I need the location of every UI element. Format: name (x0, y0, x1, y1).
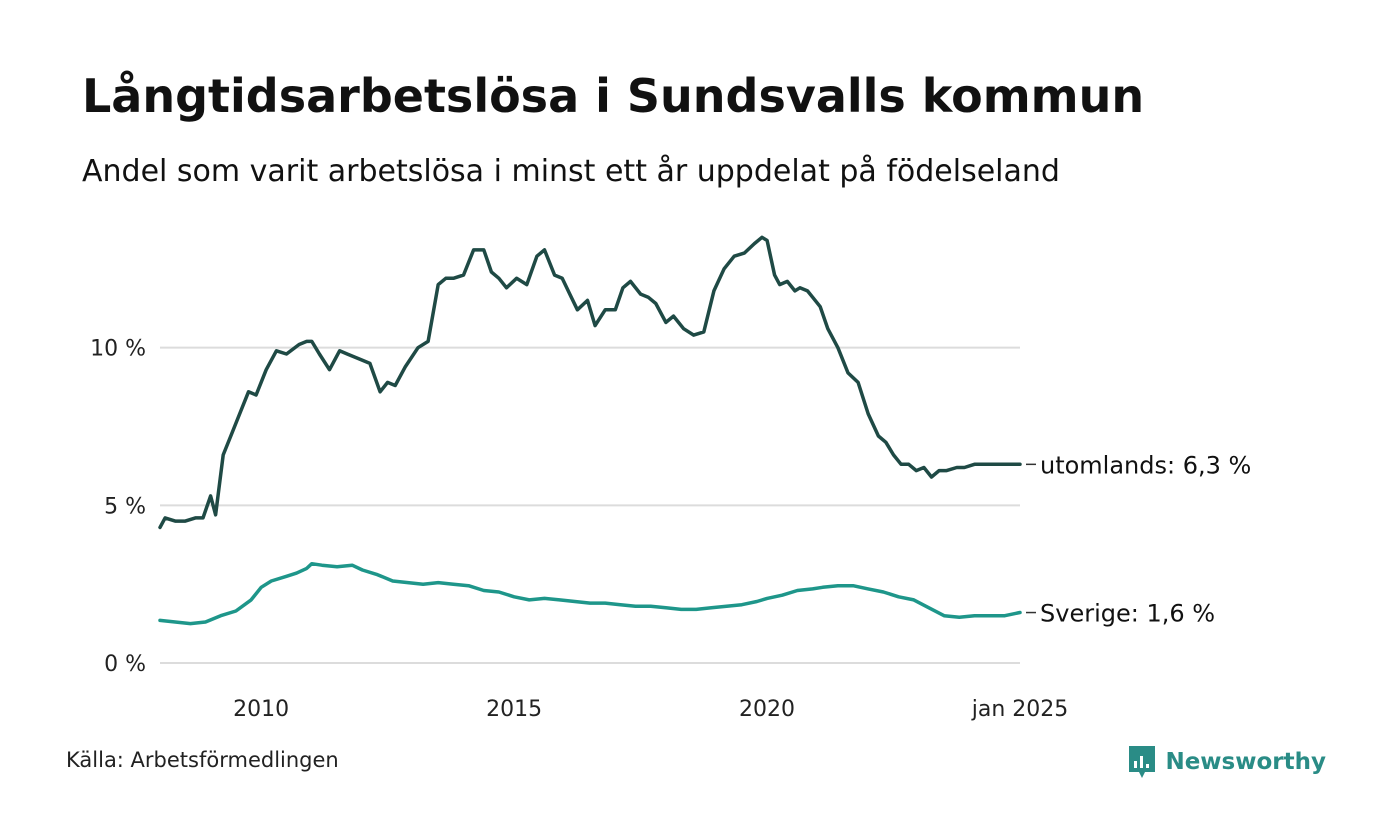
end-label-sverige: Sverige: 1,6 % (1040, 600, 1215, 628)
newsworthy-logo-icon (1129, 746, 1156, 778)
brand-logo[interactable]: Newsworthy (1127, 744, 1326, 780)
source-note: Källa: Arbetsförmedlingen (66, 748, 339, 772)
chart-subtitle: Andel som varit arbetslösa i minst ett å… (82, 154, 1060, 189)
series-line-utomlands (158, 235, 1022, 530)
x-tick-label: jan 2025 (971, 697, 1069, 722)
y-tick-label: 0 % (104, 652, 146, 677)
brand-name: Newsworthy (1165, 749, 1326, 775)
end-label-utomlands: utomlands: 6,3 % (1040, 451, 1251, 479)
y-axis-ticks: 0 % 5 % 10 % (90, 337, 146, 677)
y-tick-label: 10 % (90, 337, 146, 362)
end-labels: utomlands: 6,3 % Sverige: 1,6 % (1026, 451, 1251, 628)
series-line-sverige (158, 561, 1022, 626)
y-tick-label: 5 % (104, 494, 146, 519)
x-tick-label: 2015 (486, 697, 542, 722)
x-axis-ticks: 2010 2015 2020 jan 2025 (233, 697, 1068, 722)
gridlines (160, 346, 1020, 664)
line-chart: 0 % 5 % 10 % 2010 2015 2020 jan 2025 utomland… (90, 235, 1251, 722)
chart-title: Långtidsarbetslösa i Sundsvalls kommun (82, 69, 1145, 123)
x-tick-label: 2020 (739, 697, 795, 722)
x-tick-label: 2010 (233, 697, 289, 722)
series-lines (158, 235, 1022, 626)
